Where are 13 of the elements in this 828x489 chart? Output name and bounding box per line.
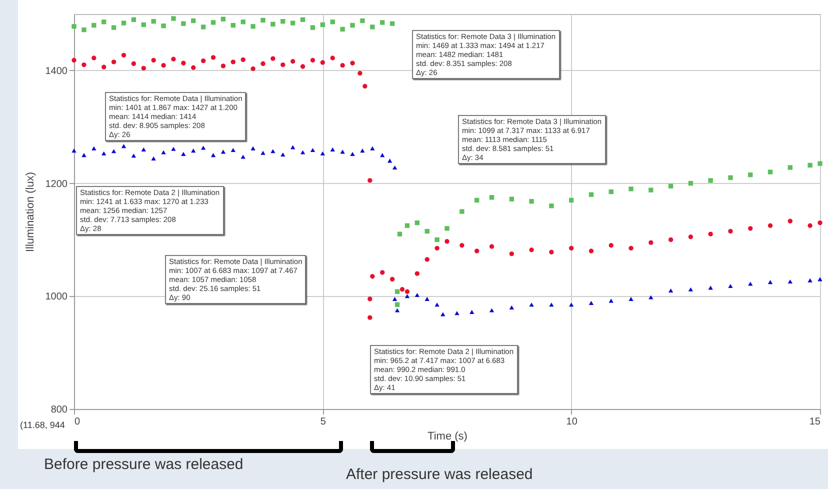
y-tick-label: 1400 xyxy=(45,66,68,77)
x-tick-label: 15 xyxy=(809,416,821,428)
x-tick-label: 5 xyxy=(320,416,326,428)
y-axis-title: Illumination (lux) xyxy=(24,172,36,252)
x-axis-title: Time (s) xyxy=(428,430,468,442)
text: After pressure was released xyxy=(346,466,533,483)
text: Before pressure was released xyxy=(44,456,244,473)
text: (11.68, 944 xyxy=(20,420,65,430)
x-tick-label: 10 xyxy=(566,416,578,428)
y-tick-label: 1200 xyxy=(45,178,68,190)
y-tick-label: 1000 xyxy=(45,292,68,303)
y-tick-label: 800 xyxy=(50,404,68,416)
x-tick-label: 0 xyxy=(74,416,80,428)
